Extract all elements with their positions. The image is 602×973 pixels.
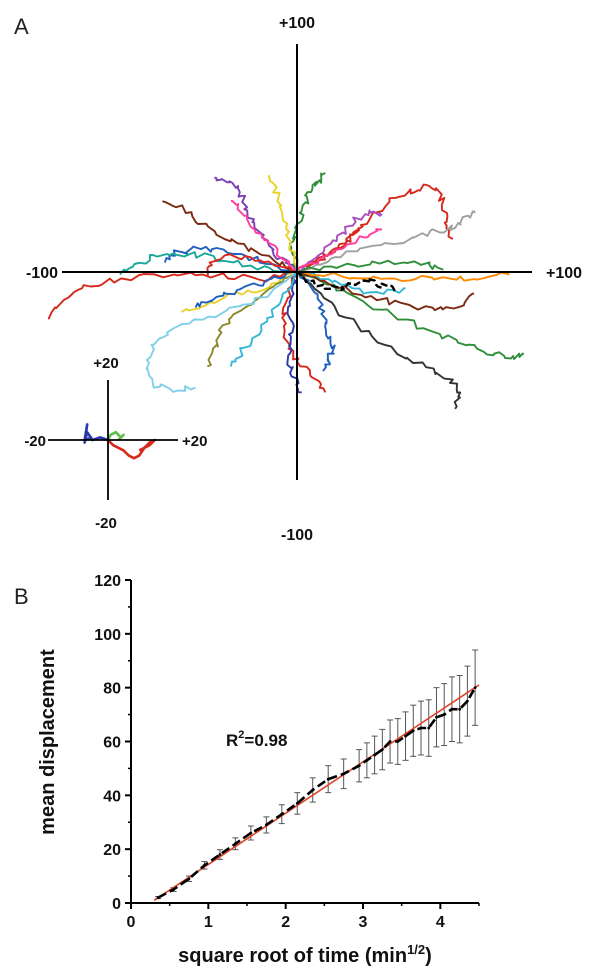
y-tick-label: 20 [103, 842, 121, 859]
data-point [187, 877, 191, 881]
panel-b-label: B [14, 584, 29, 609]
inset-trajectory [106, 430, 125, 441]
x-axis-title: square root of time (min1/2) [178, 942, 432, 967]
inset-axis-left-label: -20 [24, 433, 46, 450]
cell-trajectory [162, 200, 298, 273]
x-tick-label: 3 [359, 914, 368, 931]
main-axis-right-label: +100 [546, 265, 582, 282]
cell-trajectory [296, 271, 525, 360]
cell-trajectory [230, 200, 298, 273]
plot-series-group [153, 649, 480, 901]
y-tick-label: 100 [94, 627, 121, 644]
data-point [311, 788, 315, 792]
data-point [357, 764, 361, 768]
data-point [342, 772, 346, 776]
main-axis-top-label: +100 [279, 15, 315, 32]
cell-trajectory [286, 271, 302, 394]
x-tick-label: 2 [281, 914, 290, 931]
data-point [365, 758, 369, 762]
data-point [450, 707, 454, 711]
inset-trajectory-group [83, 423, 157, 460]
data-point [295, 802, 299, 805]
x-tick-label: 1 [204, 914, 213, 931]
x-tick-label: 4 [436, 914, 445, 931]
data-point [264, 823, 268, 827]
main-axis-left-label: -100 [26, 265, 58, 282]
data-point [203, 863, 206, 867]
r-squared-annotation: R2=0.98 [226, 729, 287, 750]
data-point [458, 707, 462, 711]
trajectory-group [47, 172, 525, 410]
data-point [326, 777, 330, 781]
data-point [466, 699, 469, 703]
data-point [380, 748, 384, 751]
data-point [473, 686, 477, 690]
trajectory-plot: +100 -100 -100 +100 +20 -20 -20 +20 [24, 15, 582, 544]
cell-trajectory [296, 271, 406, 295]
cell-trajectory [296, 259, 444, 273]
cell-trajectory [194, 271, 297, 308]
cell-trajectory [296, 271, 462, 410]
inset-axis-right-label: +20 [182, 433, 207, 450]
data-point [411, 729, 415, 733]
cell-trajectory [145, 271, 298, 393]
data-point [427, 726, 431, 730]
data-point [172, 888, 175, 891]
cell-trajectory [297, 271, 510, 282]
cell-trajectory [296, 271, 336, 372]
data-point [419, 726, 423, 730]
data-point [404, 734, 407, 738]
cell-trajectory [119, 251, 298, 275]
y-tick-label: 60 [103, 735, 121, 752]
fit-line [153, 684, 480, 901]
data-point [442, 713, 446, 716]
cell-trajectory [296, 183, 454, 273]
panel-a-label: A [14, 14, 29, 39]
displacement-plot: 0 20 40 60 80 100 120 0 1 2 3 4 R2=0.98 square root… [37, 573, 480, 967]
main-axis-bottom-label: -100 [281, 527, 313, 544]
cell-trajectory [47, 271, 298, 320]
cell-trajectory [206, 253, 298, 277]
cell-trajectory [296, 228, 383, 273]
cell-trajectory [267, 174, 298, 273]
data-point [156, 896, 160, 900]
y-axis-title: mean displacement [37, 649, 59, 835]
data-point [396, 740, 400, 743]
cell-trajectory [295, 270, 397, 293]
data-point [249, 831, 253, 835]
cell-trajectory [229, 271, 298, 367]
data-point [373, 753, 376, 757]
cell-trajectory [296, 271, 475, 312]
inset-axis-top-label: +20 [93, 355, 118, 372]
data-point [218, 853, 222, 856]
data-point [435, 715, 438, 719]
cell-trajectory [296, 210, 476, 273]
y-tick-label: 120 [94, 573, 121, 590]
y-tick-label: 40 [103, 788, 121, 805]
data-point [234, 842, 237, 846]
y-tick-label: 80 [103, 681, 121, 698]
inset-trajectory [83, 423, 109, 444]
inset-trajectory [107, 438, 157, 460]
x-tick-label: 0 [127, 914, 136, 931]
cell-trajectory [296, 209, 383, 274]
data-point [388, 740, 392, 743]
cell-trajectory [206, 271, 298, 368]
y-tick-label: 0 [112, 896, 121, 913]
inset-axis-bottom-label: -20 [95, 515, 117, 532]
data-point [280, 812, 284, 816]
